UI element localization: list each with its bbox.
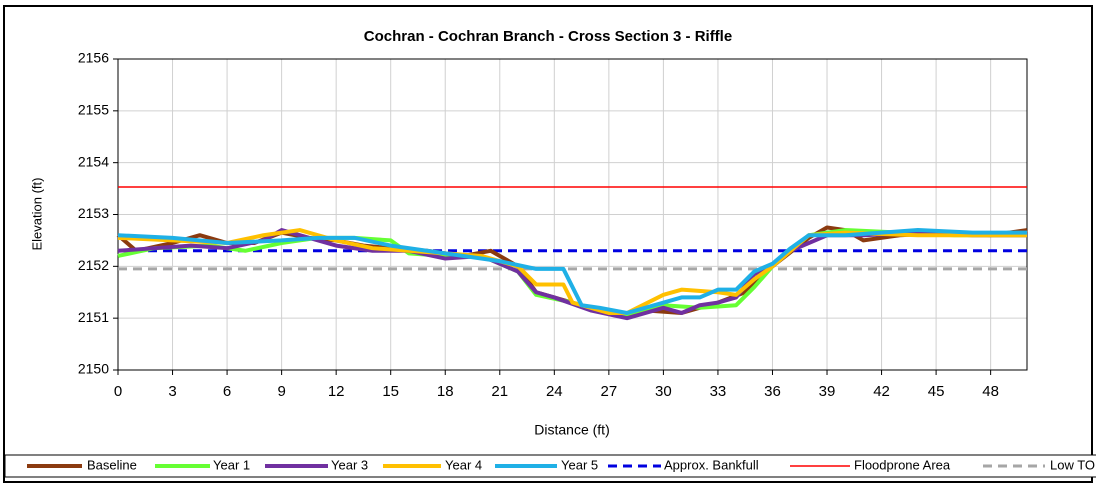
y-tick-label: 2152	[78, 257, 109, 273]
x-tick-label: 9	[277, 383, 285, 400]
legend-label: Year 5	[561, 457, 598, 472]
series-line	[117, 228, 1027, 315]
legend-label: Approx. Bankfull	[664, 457, 759, 472]
x-tick-label: 21	[491, 383, 508, 400]
y-tick-label: 2155	[78, 102, 109, 118]
legend-label: Low TOB	[1050, 457, 1096, 472]
y-tick-label: 2156	[78, 50, 109, 66]
plot-frame	[117, 58, 1028, 371]
x-tick-label: 24	[546, 383, 563, 400]
y-tick-label: 2153	[78, 205, 109, 221]
series-line	[117, 228, 1027, 315]
x-tick-label: 42	[873, 383, 890, 400]
x-tick-label: 39	[819, 383, 836, 400]
x-tick-label: 15	[382, 383, 399, 400]
x-tick-label: 3	[168, 383, 176, 400]
x-tick-label: 27	[601, 383, 618, 400]
y-tick-label: 2151	[78, 309, 109, 325]
x-tick-label: 36	[764, 383, 781, 400]
x-tick-label: 12	[328, 383, 345, 400]
chart-title: Cochran - Cochran Branch - Cross Section…	[364, 28, 732, 45]
x-tick-label: 48	[982, 383, 999, 400]
legend-label: Year 1	[213, 457, 250, 472]
x-tick-label: 33	[710, 383, 727, 400]
x-tick-label: 6	[223, 383, 231, 400]
y-tick-label: 2154	[78, 153, 109, 169]
legend-label: Floodprone Area	[854, 457, 951, 472]
x-tick-label: 30	[655, 383, 672, 400]
y-tick-label: 2150	[78, 361, 109, 377]
y-axis-label: Elevation (ft)	[29, 178, 44, 251]
legend-label: Year 4	[445, 457, 482, 472]
x-tick-label: 45	[928, 383, 945, 400]
legend-label: Baseline	[87, 457, 137, 472]
x-tick-label: 0	[114, 383, 122, 400]
legend-label: Year 3	[331, 457, 368, 472]
x-tick-label: 18	[437, 383, 454, 400]
x-axis-label: Distance (ft)	[534, 422, 609, 438]
